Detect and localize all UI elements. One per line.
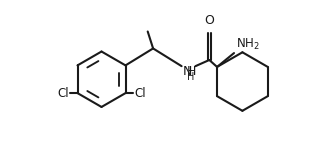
Text: H: H	[187, 72, 194, 82]
Text: Cl: Cl	[134, 87, 146, 100]
Text: O: O	[204, 14, 214, 27]
Text: NH$_2$: NH$_2$	[236, 36, 259, 51]
Text: Cl: Cl	[57, 87, 69, 100]
Text: H: H	[187, 65, 196, 78]
Text: N: N	[182, 65, 192, 78]
